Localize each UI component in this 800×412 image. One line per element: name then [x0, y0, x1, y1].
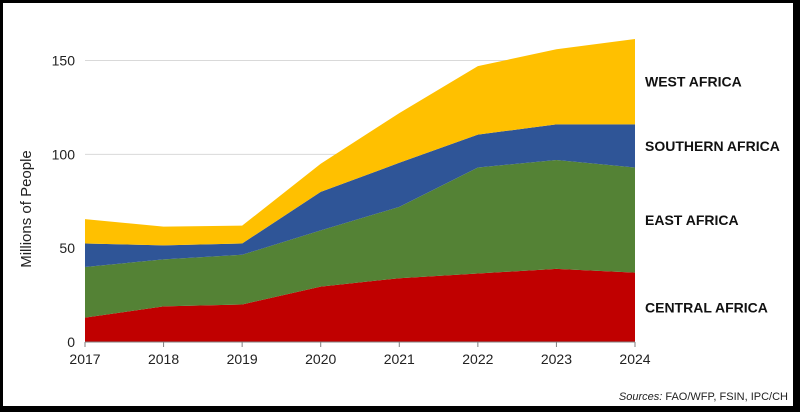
area-series-group [85, 38, 635, 342]
series-label-east-africa: EAST AFRICA [645, 212, 739, 228]
x-tick-label-2024: 2024 [619, 351, 650, 367]
x-tick-labels: 2017 2018 2019 2020 2021 2022 2023 2024 [69, 351, 650, 367]
series-label-west-africa: WEST AFRICA [645, 74, 742, 90]
sources-note: Sources: FAO/WFP, FSIN, IPC/CH [619, 391, 788, 403]
x-tick-label-2017: 2017 [69, 351, 100, 367]
area-east-africa [85, 159, 635, 318]
area-west-africa [85, 38, 635, 246]
x-tick-label-2018: 2018 [148, 351, 179, 367]
sources-text: FAO/WFP, FSIN, IPC/CH [662, 391, 788, 403]
y-tick-label-100: 100 [52, 146, 76, 162]
chart-card: 0 50 100 150 2017 2018 2019 2020 2021 2022 2023 20… [3, 3, 793, 406]
y-tick-label-50: 50 [59, 240, 75, 256]
x-tick-label-2022: 2022 [462, 351, 493, 367]
x-tick-label-2020: 2020 [305, 351, 336, 367]
y-tick-label-150: 150 [52, 53, 76, 69]
x-tick-label-2023: 2023 [541, 351, 572, 367]
axes [84, 341, 636, 347]
y-axis-label: Millions of People [18, 150, 35, 268]
y-tick-labels: 0 50 100 150 [52, 53, 76, 350]
series-labels: CENTRAL AFRICA EAST AFRICA SOUTHERN AFRICA… [645, 74, 780, 316]
series-label-central-africa: CENTRAL AFRICA [645, 299, 768, 315]
area-central-africa [85, 268, 635, 342]
area-southern-africa [85, 124, 635, 267]
x-tick-label-2019: 2019 [227, 351, 258, 367]
y-tick-label-0: 0 [67, 334, 75, 350]
x-tick-label-2021: 2021 [384, 351, 415, 367]
sources-label: Sources: [619, 391, 662, 403]
series-label-southern-africa: SOUTHERN AFRICA [645, 138, 780, 154]
